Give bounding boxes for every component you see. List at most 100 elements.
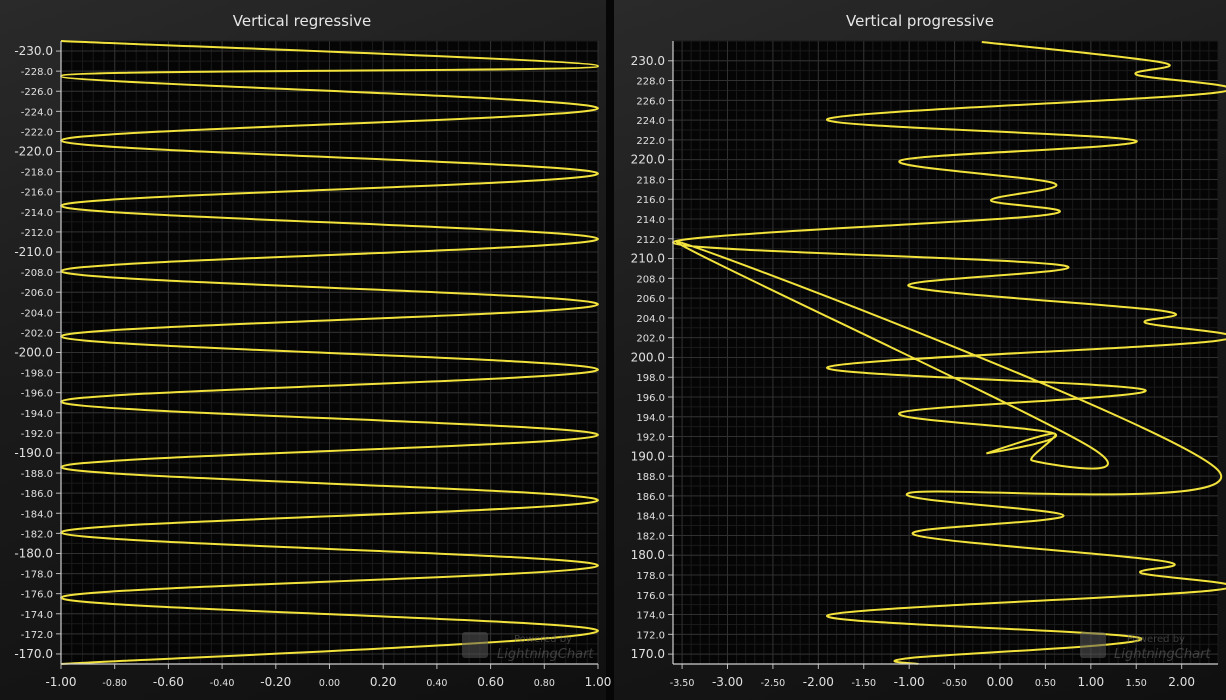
y-tick-label: 182.0: [636, 531, 665, 542]
x-tick-label: -3.50: [670, 678, 695, 689]
x-tick-label: -0.60: [153, 675, 184, 689]
x-tick-label: -0.80: [102, 678, 127, 689]
x-tick-label: 0.60: [477, 675, 504, 689]
y-tick-label: 180.0: [631, 548, 665, 562]
x-tick-label: 1.00: [585, 675, 612, 689]
y-tick-label: 224.0: [636, 116, 665, 127]
y-tick-label: -170.0: [14, 647, 53, 661]
y-tick-label: 200.0: [631, 350, 665, 364]
panel-divider: [606, 0, 614, 700]
x-tick-label: -1.00: [45, 675, 76, 689]
grid: [672, 40, 1219, 665]
y-tick-label: -198.0: [21, 369, 53, 380]
y-tick-label: 214.0: [636, 215, 665, 226]
y-tick-label: -180.0: [14, 546, 53, 560]
y-tick-label: 210.0: [631, 252, 665, 266]
watermark-line1: Powered by: [514, 634, 572, 645]
watermark-line2: LightningChart: [1114, 647, 1211, 662]
x-tick-label: 1.50: [1126, 678, 1147, 689]
y-tick-label: 218.0: [636, 175, 665, 186]
y-tick-label: 220.0: [631, 153, 665, 167]
watermark-line2: LightningChart: [497, 647, 594, 662]
y-tick-label: 208.0: [636, 274, 665, 285]
chart-vertical-regressive[interactable]: Vertical regressive -1.00 -0.80 -0.60 -0.40…: [14, 12, 611, 689]
y-tick-label: -176.0: [21, 590, 53, 601]
y-tick-label: 172.0: [636, 630, 665, 641]
axes: -3.50 -3.00 -2.50 -2.00 -1.50 -1.00 -0.50 0.00 0…: [631, 41, 1218, 689]
x-tick-label: 0.00: [987, 675, 1014, 689]
y-tick-label: -218.0: [21, 168, 53, 179]
y-tick-label: -230.0: [14, 44, 53, 58]
x-tick-label: -0.40: [210, 678, 235, 689]
y-tick-label: 196.0: [636, 393, 665, 404]
y-tick-label: -220.0: [14, 145, 53, 159]
y-tick-label: 216.0: [636, 195, 665, 206]
y-tick-label: 230.0: [631, 54, 665, 68]
x-tick-label: 0.40: [426, 678, 447, 689]
y-tick-label: 222.0: [636, 136, 665, 147]
lightningchart-logo-icon: [1080, 632, 1106, 658]
x-tick-label: 2.00: [1168, 675, 1195, 689]
x-tick-label: -3.00: [712, 675, 743, 689]
y-tick-label: 212.0: [636, 235, 665, 246]
x-tick-label: 0.20: [370, 675, 397, 689]
y-tick-label: -190.0: [14, 446, 53, 460]
y-tick-label: 204.0: [636, 314, 665, 325]
y-tick-label: 228.0: [636, 77, 665, 88]
y-tick-label: -196.0: [21, 389, 53, 400]
chart-vertical-progressive[interactable]: Vertical progressive -3.50 -3.00 -2.50 -2.0…: [631, 12, 1226, 689]
y-tick-label: -212.0: [21, 228, 53, 239]
y-tick-label: 184.0: [636, 512, 665, 523]
y-tick-label: 226.0: [636, 96, 665, 107]
y-tick-label: -214.0: [21, 208, 53, 219]
y-tick-label: -186.0: [21, 489, 53, 500]
y-tick-label: -224.0: [21, 107, 53, 118]
y-tick-label: 202.0: [636, 334, 665, 345]
y-tick-label: -174.0: [21, 610, 53, 621]
series-line[interactable]: [671, 41, 1226, 665]
y-tick-label: -206.0: [21, 288, 53, 299]
y-tick-label: -178.0: [21, 570, 53, 581]
axes: -1.00 -0.80 -0.60 -0.40 -0.20 0.00 0.20 0.40 0.6…: [14, 41, 611, 689]
chart-title: Vertical progressive: [846, 12, 994, 30]
x-tick-label: -2.00: [803, 675, 834, 689]
x-tick-label: -1.50: [851, 678, 876, 689]
y-tick-label: -204.0: [21, 308, 53, 319]
y-tick-label: -208.0: [21, 268, 53, 279]
y-tick-label: -194.0: [21, 409, 53, 420]
y-tick-label: -228.0: [21, 67, 53, 78]
y-tick-label: -188.0: [21, 469, 53, 480]
watermark-line1: Powered by: [1127, 634, 1185, 645]
y-tick-label: -182.0: [21, 529, 53, 540]
x-tick-label: 0.50: [1035, 678, 1056, 689]
chart-title: Vertical regressive: [233, 12, 371, 30]
y-tick-label: 192.0: [636, 433, 665, 444]
y-tick-label: -222.0: [21, 127, 53, 138]
y-tick-label: -184.0: [21, 509, 53, 520]
y-tick-label: -216.0: [21, 188, 53, 199]
lightningchart-logo-icon: [462, 632, 488, 658]
y-tick-label: 186.0: [636, 492, 665, 503]
y-tick-label: 198.0: [636, 373, 665, 384]
watermark: Powered by LightningChart: [1080, 632, 1211, 662]
y-tick-label: -210.0: [14, 245, 53, 259]
y-tick-label: 190.0: [631, 449, 665, 463]
y-tick-label: 206.0: [636, 294, 665, 305]
y-tick-label: -192.0: [21, 429, 53, 440]
y-tick-label: 178.0: [636, 571, 665, 582]
x-tick-label: -0.20: [260, 675, 291, 689]
x-tick-label: -0.50: [942, 678, 967, 689]
y-tick-label: 176.0: [636, 591, 665, 602]
y-tick-label: -172.0: [21, 630, 53, 641]
x-tick-label: 1.00: [1077, 675, 1104, 689]
y-tick-label: 170.0: [631, 647, 665, 661]
y-tick-label: -202.0: [21, 328, 53, 339]
x-tick-label: -2.50: [761, 678, 786, 689]
watermark: Powered by LightningChart: [462, 632, 594, 662]
x-tick-label: -1.00: [894, 675, 925, 689]
y-tick-label: -200.0: [14, 346, 53, 360]
y-tick-label: 188.0: [636, 472, 665, 483]
x-tick-label: 0.00: [319, 678, 340, 689]
